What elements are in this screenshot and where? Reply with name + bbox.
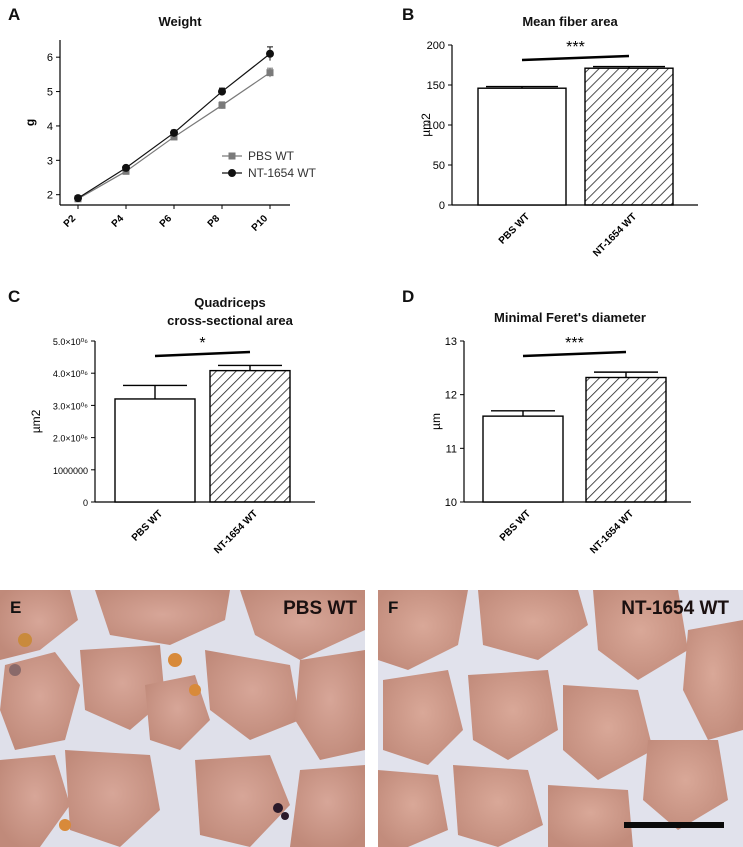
feret-bar-nt1654 (585, 376, 667, 503)
fiber-y-tick-label: 100 (427, 120, 445, 132)
muscle-section-image-pbs (0, 590, 365, 847)
quad-significance-stars: * (199, 335, 205, 352)
fiber-y-tick-label: 200 (427, 40, 445, 52)
quad-y-tick-label: 5.0×10⁰⁶ (53, 337, 88, 347)
weight-chart-title: Weight (158, 14, 202, 29)
legend-entry: PBS WT (248, 149, 295, 163)
quad-title-line-1: Quadriceps (194, 295, 266, 310)
weight-y-tick-label: 6 (47, 52, 53, 64)
weight-series-line-1 (77, 53, 271, 199)
quad-y-tick-label: 3.0×10⁰⁶ (53, 401, 88, 411)
fiber-bar-chart: 0 50 100 150 200 µm2 PBS WT NT-1654 WT *** (419, 39, 698, 259)
feret-significance-stars: *** (565, 335, 584, 352)
fiber-y-axis-label: µm2 (419, 113, 433, 137)
quad-y-tick-label: 2.0×10⁰⁶ (53, 434, 88, 444)
weight-y-tick-label: 5 (47, 87, 53, 99)
weight-y-tick-label: 3 (47, 155, 53, 167)
panel-letter-c: C (8, 287, 21, 306)
scale-bar (624, 822, 724, 828)
quad-bar-pbs (114, 398, 196, 503)
quad-y-tick-label: 1000000 (53, 466, 88, 476)
weight-point-pbs (170, 133, 178, 141)
quad-significance-line (154, 350, 251, 358)
weight-x-tick-label: P10 (250, 213, 271, 234)
legend-marker-circle (228, 169, 236, 177)
weight-point-pbs (218, 101, 226, 109)
fiber-bar-nt1654 (584, 67, 674, 206)
weight-y-tick-label: 2 (47, 190, 53, 202)
weight-point-nt1654 (122, 163, 130, 172)
fiber-y-tick-label: 150 (427, 80, 445, 92)
weight-point-nt1654 (266, 49, 274, 58)
fiber-y-tick-label: 0 (439, 200, 445, 212)
quad-bar-nt1654 (209, 369, 291, 503)
feret-x-tick-label: PBS WT (498, 508, 533, 543)
weight-y-axis-label: g (23, 119, 37, 126)
weight-x-tick-label: P8 (206, 213, 223, 230)
quad-x-tick-label: NT-1654 WT (212, 508, 260, 556)
weight-point-nt1654 (170, 128, 178, 137)
panel-letter-d: D (402, 287, 415, 306)
quad-chart-title: Quadriceps cross-sectional area (110, 294, 350, 330)
feret-y-tick-label: 13 (445, 336, 457, 348)
fiber-significance-stars: *** (566, 39, 585, 56)
feret-y-axis-label: µm (429, 413, 443, 430)
panel-letter-b: B (402, 5, 415, 24)
weight-x-tick-label: P6 (158, 213, 175, 230)
fiber-x-tick-label: PBS WT (497, 211, 532, 246)
weight-y-tick-label: 4 (47, 121, 53, 133)
quad-y-tick-label: 4.0×10⁰⁶ (53, 369, 88, 379)
weight-line-chart: 2 3 4 5 6 P2 P4 P6 P8 P10 g PBS WT NT-1654 WT (23, 40, 317, 234)
quad-y-axis-label: µm2 (29, 409, 43, 433)
micrograph-nt1654: F NT-1654 WT (378, 590, 743, 847)
panel-letter-e: E (10, 598, 22, 617)
fiber-chart-title: Mean fiber area (522, 14, 618, 29)
micrograph-label-pbs: PBS WT (283, 598, 357, 619)
quad-title-line-2: cross-sectional area (167, 313, 293, 328)
feret-y-tick-label: 10 (445, 497, 457, 509)
fiber-bar-pbs (477, 87, 567, 206)
panel-letter-f: F (388, 598, 399, 617)
quad-bar-chart: 0 1000000 2.0×10⁰⁶ 3.0×10⁰⁶ 4.0×10⁰⁶ 5.0×10⁰⁶… (29, 335, 315, 556)
weight-point-nt1654 (74, 194, 82, 203)
fiber-y-tick-label: 50 (433, 160, 445, 172)
fiber-significance-line (521, 54, 630, 62)
feret-y-tick-label: 11 (446, 443, 457, 455)
fiber-x-tick-label: NT-1654 WT (591, 211, 639, 259)
feret-y-tick-label: 12 (445, 390, 457, 402)
feret-significance-line (522, 350, 627, 358)
muscle-section-image-nt1654 (378, 590, 743, 847)
quad-y-tick-label: 0 (83, 498, 88, 508)
legend-marker-square (228, 152, 236, 160)
weight-point-pbs (266, 69, 274, 77)
weight-point-nt1654 (218, 87, 226, 96)
micrograph-label-nt1654: NT-1654 WT (621, 598, 729, 619)
weight-x-tick-label: P2 (62, 213, 79, 230)
feret-bar-chart: 10 11 12 13 µm PBS WT NT-1654 WT *** (429, 335, 691, 556)
quad-x-tick-label: PBS WT (130, 508, 165, 543)
feret-chart-title: Minimal Feret's diameter (494, 310, 646, 325)
weight-x-tick-label: P4 (110, 213, 127, 230)
legend-entry: NT-1654 WT (248, 166, 317, 180)
feret-x-tick-label: NT-1654 WT (588, 508, 636, 556)
micrograph-pbs: E PBS WT (0, 590, 365, 847)
feret-bar-pbs (482, 415, 564, 503)
panel-letter-a: A (8, 5, 21, 24)
